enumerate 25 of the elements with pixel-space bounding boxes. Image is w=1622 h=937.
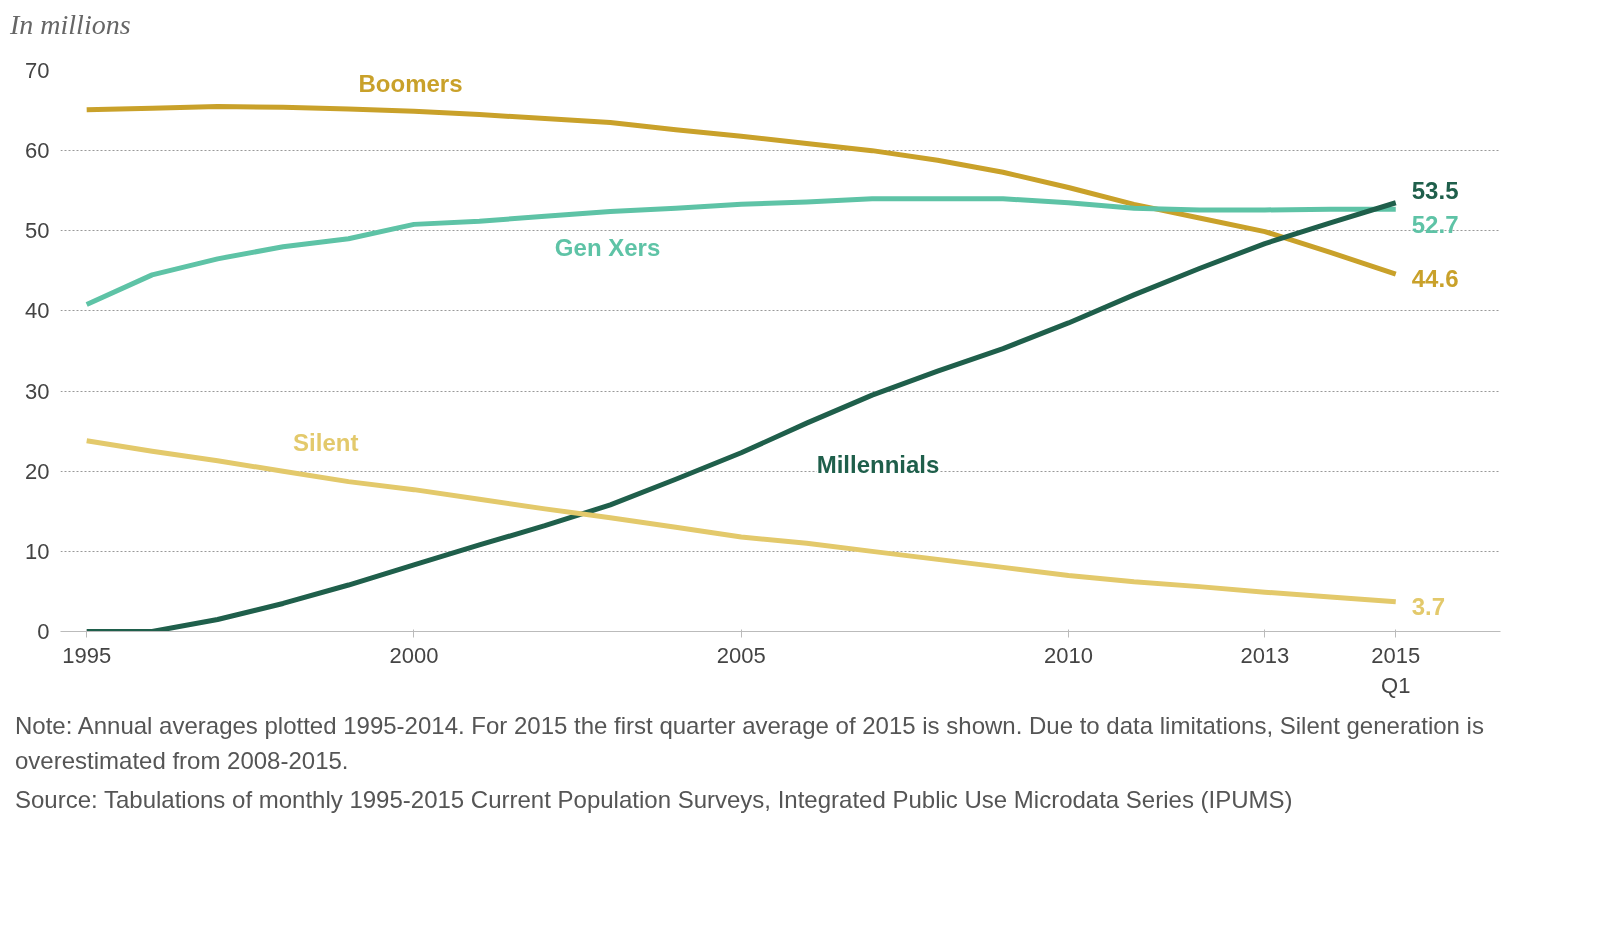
y-tick-label: 0	[37, 619, 50, 644]
x-tick-label: 2000	[389, 642, 439, 668]
data-label: 53.5	[1411, 176, 1459, 204]
x-tick-label: 2010	[1044, 642, 1093, 668]
x-tick-label: 1995	[62, 642, 112, 668]
series-label: Silent	[293, 429, 359, 457]
x-tick-label: 2005	[716, 642, 766, 668]
y-tick-label: 30	[25, 378, 50, 404]
y-tick-label: 20	[25, 458, 50, 484]
y-axis-title: In millions	[10, 8, 131, 42]
text: Note: Annual averages plotted 1995-2014. For 2015 the first quarter average of 2015 is shown. Due to data limitations, Silent generation is overestimated from 2008-2015.	[15, 711, 1485, 776]
y-tick-label: 10	[25, 538, 50, 564]
source-note: Source: Tabulations of monthly 1995-2015 Current Population Surveys, Integrated Public Use Microdata Series (IPUMS)	[15, 784, 1294, 815]
x-tick-label: 2015 Q1	[1371, 642, 1421, 698]
x-tick-label: 2013	[1240, 642, 1290, 668]
series-label: Gen Xers	[554, 234, 661, 262]
y-tick-label: 40	[25, 298, 50, 324]
data-label: 3.7	[1411, 592, 1446, 620]
data-label: 52.7	[1411, 211, 1459, 239]
series-label: Boomers	[358, 69, 463, 97]
y-tick-label: 70	[25, 58, 50, 83]
y-tick-label: 50	[25, 218, 50, 244]
y-tick-label: 60	[25, 138, 50, 164]
series-label: Millennials	[816, 451, 940, 479]
data-label: 44.6	[1411, 265, 1459, 293]
